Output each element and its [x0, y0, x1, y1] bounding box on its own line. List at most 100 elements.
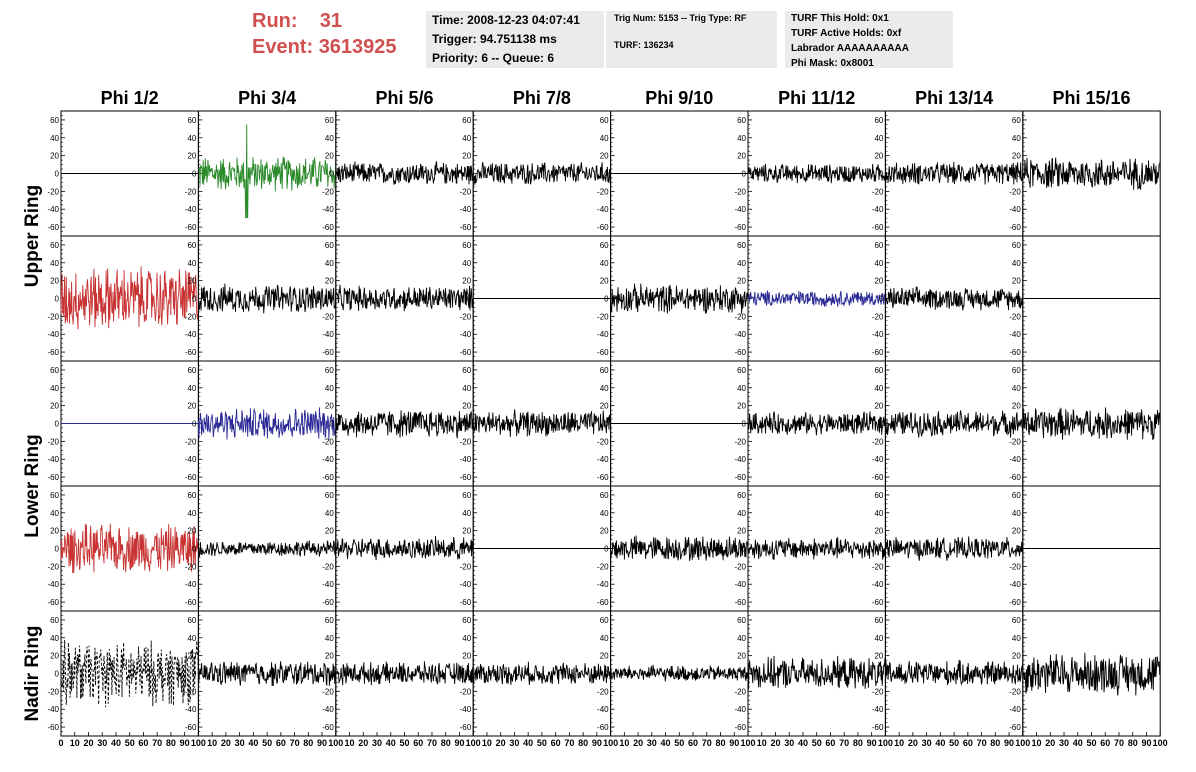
column-title: Phi 13/14	[915, 88, 993, 108]
y-tick-label: -20	[47, 562, 59, 571]
y-tick-label: 40	[874, 634, 883, 643]
priority-text: Priority: 6 -- Queue: 6	[432, 51, 555, 65]
y-tick-label: -60	[460, 348, 472, 357]
x-tick-label: 30	[97, 738, 107, 748]
y-tick-label: -20	[322, 312, 334, 321]
y-tick-label: 60	[874, 491, 883, 500]
y-tick-label: 20	[737, 652, 746, 661]
y-tick-label: 0	[742, 670, 747, 679]
y-tick-label: -40	[47, 580, 59, 589]
y-tick-label: -60	[460, 473, 472, 482]
y-tick-label: 0	[879, 545, 884, 554]
y-tick-label: 40	[737, 134, 746, 143]
ring-label: Nadir Ring	[22, 625, 43, 721]
x-tick-label: 0	[58, 738, 63, 748]
x-tick-label: 40	[111, 738, 121, 748]
x-tick-label: 10	[619, 738, 629, 748]
y-tick-label: 60	[1012, 241, 1021, 250]
y-tick-label: 40	[187, 134, 196, 143]
x-tick-label: 30	[235, 738, 245, 748]
x-tick-label: 100	[1015, 738, 1030, 748]
y-tick-label: 40	[187, 384, 196, 393]
y-tick-label: -20	[597, 687, 609, 696]
y-tick-label: 20	[50, 402, 59, 411]
x-tick-label: 40	[523, 738, 533, 748]
y-tick-label: 60	[874, 616, 883, 625]
y-tick-label: 0	[329, 545, 334, 554]
y-tick-label: -40	[47, 205, 59, 214]
labrador-text: Labrador AAAAAAAAAA	[791, 43, 909, 54]
x-tick-label: 60	[551, 738, 561, 748]
y-tick-label: -40	[47, 455, 59, 464]
y-tick-label: -60	[322, 723, 334, 732]
y-tick-label: 40	[462, 509, 471, 518]
y-tick-label: 0	[879, 420, 884, 429]
x-tick-label: 30	[509, 738, 519, 748]
x-tick-label: 20	[908, 738, 918, 748]
column-title: Phi 11/12	[778, 88, 855, 108]
waveform-line	[472, 409, 612, 438]
y-tick-label: -20	[597, 437, 609, 446]
y-tick-label: -20	[47, 437, 59, 446]
x-tick-label: 70	[839, 738, 849, 748]
y-tick-label: 20	[737, 277, 746, 286]
x-tick-label: 100	[328, 738, 343, 748]
y-tick-label: -40	[460, 705, 472, 714]
run-value: 31	[319, 10, 343, 32]
y-tick-label: -20	[185, 562, 197, 571]
turf-info-box: TURF This Hold: 0x1 TURF Active Holds: 0…	[785, 11, 953, 69]
y-tick-label: 20	[737, 152, 746, 161]
x-tick-label: 90	[592, 738, 602, 748]
x-tick-label: 70	[564, 738, 574, 748]
waveform-line	[747, 290, 886, 307]
x-tick-label: 20	[83, 738, 93, 748]
y-tick-label: -40	[185, 705, 197, 714]
x-tick-label: 100	[878, 738, 893, 748]
x-tick-label: 50	[125, 738, 135, 748]
waveform-line	[747, 163, 886, 184]
y-tick-label: -40	[597, 705, 609, 714]
x-tick-label: 50	[949, 738, 959, 748]
x-tick-label: 10	[70, 738, 80, 748]
x-tick-label: 90	[317, 738, 327, 748]
y-tick-label: 40	[187, 634, 196, 643]
y-tick-label: -60	[322, 348, 334, 357]
run-event-box: Run: 31 Event: 3613925	[252, 8, 397, 60]
y-tick-label: -60	[1009, 473, 1021, 482]
y-tick-label: 20	[874, 152, 883, 161]
event-label: Event:	[252, 36, 314, 58]
y-tick-label: 60	[737, 366, 746, 375]
y-tick-label: 0	[604, 545, 609, 554]
x-tick-label: 50	[399, 738, 409, 748]
x-tick-label: 30	[1059, 738, 1069, 748]
y-tick-label: 0	[467, 420, 472, 429]
y-tick-label: 0	[55, 170, 60, 179]
x-tick-label: 80	[716, 738, 726, 748]
run-label: Run:	[252, 10, 298, 32]
y-tick-label: -20	[322, 687, 334, 696]
x-tick-label: 10	[894, 738, 904, 748]
y-tick-label: 40	[462, 259, 471, 268]
y-tick-label: -60	[1009, 598, 1021, 607]
x-tick-label: 100	[603, 738, 618, 748]
y-tick-label: 20	[600, 402, 609, 411]
y-tick-label: 20	[600, 277, 609, 286]
x-tick-label: 60	[138, 738, 148, 748]
y-tick-label: -20	[1009, 562, 1021, 571]
waveform-line	[747, 410, 886, 436]
y-tick-label: -60	[872, 723, 884, 732]
y-tick-label: 20	[874, 652, 883, 661]
y-tick-label: 0	[742, 295, 747, 304]
y-tick-label: -20	[322, 562, 334, 571]
waveform-line	[884, 659, 1024, 686]
y-tick-label: 20	[325, 527, 334, 536]
x-tick-label: 50	[1086, 738, 1096, 748]
y-tick-label: 60	[325, 241, 334, 250]
y-tick-label: 0	[192, 295, 197, 304]
turf-hold-text: TURF This Hold: 0x1	[791, 13, 889, 24]
y-tick-label: 60	[50, 366, 59, 375]
y-tick-label: 40	[874, 134, 883, 143]
y-tick-label: 40	[325, 634, 334, 643]
y-tick-label: -40	[1009, 455, 1021, 464]
y-tick-label: 0	[742, 170, 747, 179]
